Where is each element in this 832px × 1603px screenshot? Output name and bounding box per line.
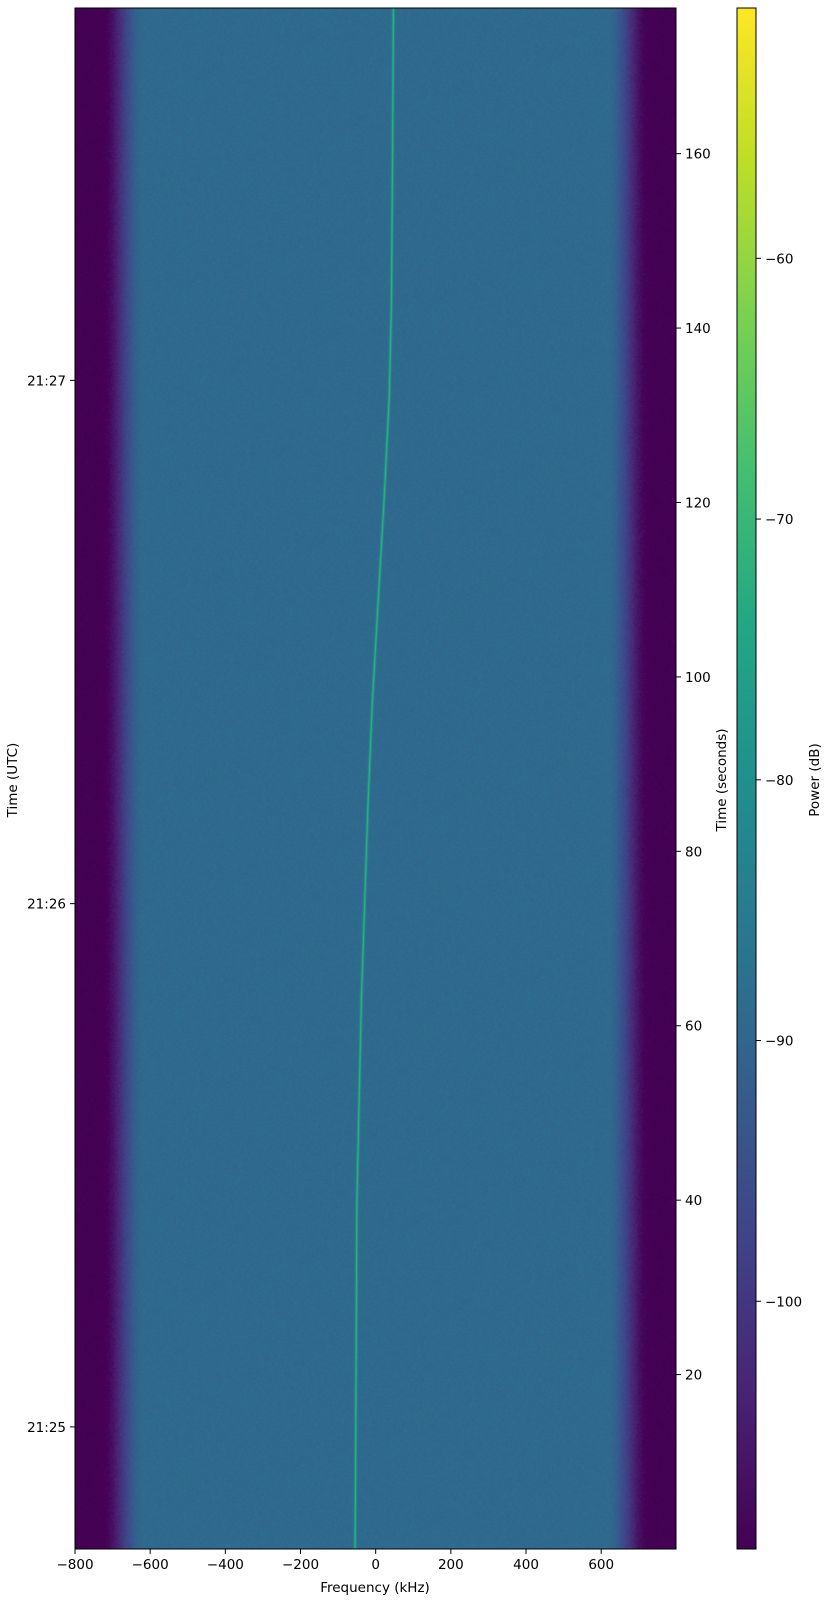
right-y-tick-label: 160	[685, 147, 711, 163]
right-y-tick-label: 20	[685, 1368, 702, 1384]
x-tick-label: 400	[513, 1557, 539, 1573]
x-tick-label: 200	[438, 1557, 464, 1573]
x-tick-label: −800	[56, 1557, 93, 1573]
colorbar-tick-label: −60	[765, 251, 794, 267]
right-y-axis-label: Time (seconds)	[714, 728, 730, 832]
right-y-tick-label: 100	[685, 670, 711, 686]
x-tick-label: −200	[282, 1557, 319, 1573]
colorbar-tick-label: −100	[765, 1294, 802, 1310]
left-y-tick-label: 21:27	[27, 373, 66, 389]
colorbar-tick-label: −70	[765, 512, 794, 528]
right-y-tick-label: 60	[685, 1019, 702, 1035]
plot-frame	[74, 7, 677, 1550]
left-y-axis-label: Time (UTC)	[5, 743, 21, 819]
colorbar-frame	[736, 7, 757, 1550]
colorbar	[737, 8, 756, 1549]
right-y-tick-label: 140	[685, 321, 711, 337]
colorbar-tick-label: −80	[765, 773, 794, 789]
right-y-tick-label: 120	[685, 495, 711, 511]
right-y-tick-label: 40	[685, 1193, 702, 1209]
x-tick-label: −600	[132, 1557, 169, 1573]
colorbar-tick-label: −90	[765, 1034, 794, 1050]
x-tick-label: −400	[207, 1557, 244, 1573]
left-y-tick-label: 21:25	[27, 1420, 66, 1436]
spectrogram-heatmap	[75, 8, 676, 1549]
left-y-tick-label: 21:26	[27, 897, 66, 913]
right-y-tick-label: 80	[685, 844, 702, 860]
x-tick-label: 600	[588, 1557, 614, 1573]
colorbar-label: Power (dB)	[807, 743, 823, 816]
x-axis-label: Frequency (kHz)	[320, 1580, 430, 1596]
x-tick-label: 0	[371, 1557, 380, 1573]
